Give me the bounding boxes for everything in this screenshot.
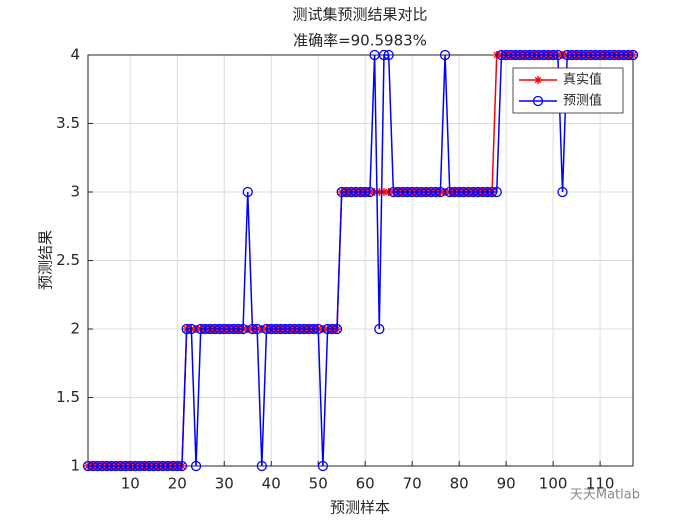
- x-tick-label: 50: [309, 475, 328, 493]
- plot-frame: [87, 54, 634, 467]
- marker: [439, 49, 451, 61]
- y-axis-label: 预测结果: [37, 230, 55, 290]
- marker: [557, 186, 568, 198]
- marker: [190, 460, 202, 472]
- x-tick-label: 80: [450, 475, 469, 493]
- marker: [378, 49, 390, 61]
- marker: [247, 323, 258, 335]
- marker: [374, 323, 385, 335]
- marker: [176, 460, 188, 472]
- chart-title: 测试集预测结果对比: [292, 6, 427, 24]
- chart-subtitle: 准确率=90.5983%: [293, 32, 427, 50]
- x-tick-label: 100: [539, 475, 568, 493]
- y-tick-label: 4: [70, 46, 80, 64]
- marker: [375, 188, 384, 196]
- x-tick-label: 60: [356, 475, 375, 493]
- marker: [623, 49, 634, 61]
- marker: [364, 186, 376, 198]
- x-tick-label: 90: [497, 475, 516, 493]
- legend-label: 真实值: [563, 72, 602, 88]
- x-tick-label: 40: [262, 475, 281, 493]
- x-tick-label: 70: [403, 475, 422, 493]
- y-tick-label: 2.5: [56, 251, 80, 269]
- marker: [547, 49, 559, 61]
- marker: [308, 323, 319, 335]
- marker: [331, 323, 343, 335]
- marker: [172, 460, 183, 472]
- x-tick-label: 10: [121, 475, 140, 493]
- marker: [360, 186, 371, 198]
- legend-marker: [532, 95, 544, 107]
- marker: [256, 460, 267, 472]
- x-tick-label: 110: [586, 475, 615, 493]
- marker: [327, 323, 338, 335]
- marker: [379, 188, 388, 196]
- marker: [430, 186, 441, 198]
- legend-label: 预测值: [563, 93, 602, 109]
- legend-box: [512, 67, 624, 114]
- x-tick-label: 30: [215, 475, 234, 493]
- marker: [627, 49, 639, 61]
- watermark: 天天Matlab: [570, 488, 640, 503]
- legend-marker: [534, 76, 542, 84]
- x-axis-label: 预测样本: [330, 499, 390, 517]
- marker: [181, 323, 192, 335]
- y-tick-label: 2: [70, 320, 80, 338]
- marker: [383, 49, 394, 61]
- y-tick-label: 3.5: [56, 114, 80, 132]
- y-tick-label: 3: [70, 183, 80, 201]
- y-tick-label: 1: [70, 457, 80, 475]
- marker: [486, 186, 498, 198]
- marker: [317, 460, 329, 472]
- x-tick-label: 20: [168, 475, 187, 493]
- y-tick-label: 1.5: [56, 388, 80, 406]
- marker: [491, 186, 502, 198]
- marker: [242, 186, 253, 198]
- marker: [233, 323, 244, 335]
